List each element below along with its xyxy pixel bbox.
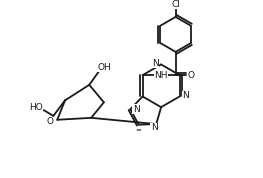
Text: N: N [133,105,140,114]
Text: N: N [151,124,158,132]
Text: N: N [182,91,189,100]
Text: O: O [47,117,54,126]
Text: Cl: Cl [171,0,180,9]
Text: N: N [152,59,159,68]
Text: =: = [136,127,141,134]
Text: NH: NH [154,71,168,80]
Text: O: O [188,71,195,80]
Text: HO: HO [29,103,43,112]
Text: OH: OH [98,63,112,72]
